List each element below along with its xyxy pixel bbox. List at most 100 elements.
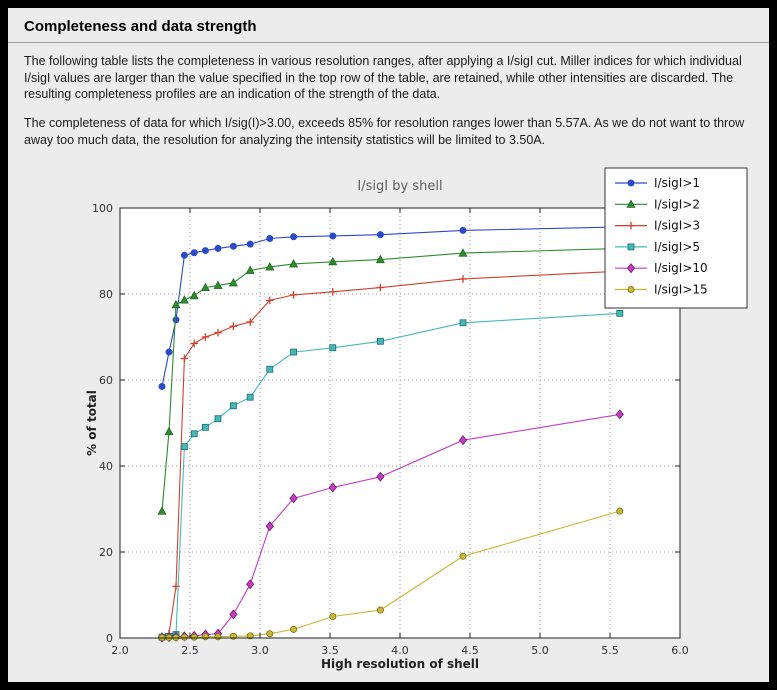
marker-circle — [329, 232, 337, 240]
marker-circle — [376, 231, 384, 239]
marker-circle — [290, 233, 298, 241]
legend-item-I/sigI>10: I/sigI>10 — [615, 261, 708, 275]
legend-item-I/sigI>15: I/sigI>15 — [615, 283, 708, 297]
marker-circle — [190, 249, 198, 257]
marker-diamond — [265, 521, 274, 532]
marker-triangle — [328, 256, 338, 266]
marker-circle — [616, 507, 624, 515]
marker-triangle — [157, 506, 167, 515]
marker-triangle — [245, 265, 255, 274]
page-header: Completeness and data strength — [8, 18, 769, 35]
marker-circle — [376, 606, 384, 614]
marker-triangle — [458, 248, 468, 257]
marker-square — [202, 423, 209, 431]
marker-triangle — [375, 254, 385, 264]
legend-label: I/sigI>2 — [654, 197, 700, 211]
marker-diamond — [289, 493, 298, 504]
marker-square — [190, 430, 198, 438]
page-title: Completeness and data strength — [24, 18, 257, 35]
marker-triangle — [626, 199, 636, 208]
chart-figure: 2.0 2.5 3.0 3.5 4.0 4.5 5.0 5.5 6.0 0 20 40 60 80 100 I… — [85, 160, 760, 682]
marker-square — [616, 309, 624, 317]
marker-circle — [266, 630, 274, 638]
legend-label: I/sigI>15 — [654, 283, 708, 297]
legend-item-I/sigI>5: I/sigI>5 — [615, 240, 700, 254]
marker-circle — [459, 552, 467, 560]
legend-label: I/sigI>5 — [654, 240, 700, 254]
marker-circle — [214, 244, 222, 252]
marker-triangle — [164, 426, 174, 436]
marker-circle — [180, 251, 188, 259]
x-axis-label: High resolution of shell — [321, 657, 479, 671]
marker-circle — [627, 286, 635, 294]
marker-circle — [627, 179, 635, 187]
x-tick-label: 3.5 — [321, 644, 339, 657]
marker-triangle — [213, 280, 223, 289]
legend-item-I/sigI>1: I/sigI>1 — [615, 176, 700, 190]
marker-square — [459, 319, 467, 327]
marker-circle — [201, 633, 209, 641]
paragraph-completeness-description: The following table lists the completene… — [24, 54, 742, 102]
marker-square — [229, 402, 237, 410]
x-tick-label: 3.0 — [251, 644, 269, 657]
legend-item-I/sigI>3: I/sigI>3 — [615, 219, 700, 233]
marker-circle — [172, 316, 180, 324]
legend-box — [604, 167, 748, 309]
y-tick-label: 60 — [99, 374, 113, 387]
y-tick-label: 80 — [99, 288, 113, 301]
y-tick-label: 40 — [99, 460, 113, 473]
legend-item-I/sigI>2: I/sigI>2 — [615, 197, 700, 211]
marker-circle — [246, 632, 254, 640]
marker-circle — [214, 633, 222, 641]
marker-square — [214, 415, 222, 423]
marker-diamond — [376, 471, 385, 482]
marker-circle — [459, 226, 467, 234]
report-panel: Completeness and data strength The follo… — [8, 8, 769, 682]
marker-triangle — [200, 282, 210, 292]
marker-square — [627, 243, 635, 251]
marker-triangle — [179, 295, 189, 304]
marker-diamond — [328, 482, 337, 493]
marker-triangle — [189, 290, 199, 300]
marker-diamond — [626, 263, 636, 274]
x-tick-label: 5.0 — [531, 644, 549, 657]
marker-triangle — [289, 259, 299, 268]
y-axis-label: % of total — [85, 390, 99, 456]
marker-diamond — [229, 609, 238, 620]
y-tick-label: 100 — [92, 202, 113, 215]
marker-circle — [180, 633, 188, 641]
marker-triangle — [171, 299, 181, 309]
marker-circle — [158, 382, 166, 390]
legend-label: I/sigI>1 — [654, 176, 700, 190]
header-divider — [8, 42, 769, 43]
x-tick-label: 2.0 — [111, 644, 129, 657]
marker-square — [376, 337, 384, 345]
marker-circle — [290, 625, 298, 633]
marker-square — [181, 443, 188, 451]
marker-diamond — [246, 579, 255, 590]
y-tick-label: 0 — [106, 632, 113, 645]
marker-circle — [246, 240, 254, 248]
marker-circle — [165, 348, 173, 356]
marker-diamond — [615, 409, 624, 420]
x-tick-label: 6.0 — [671, 644, 689, 657]
marker-circle — [329, 612, 337, 620]
legend-label: I/sigI>10 — [654, 261, 708, 275]
marker-circle — [201, 247, 209, 255]
plot-area — [120, 208, 680, 638]
x-tick-label: 4.0 — [391, 644, 409, 657]
x-tick-label: 4.5 — [461, 644, 479, 657]
completeness-line-chart: 2.0 2.5 3.0 3.5 4.0 4.5 5.0 5.5 6.0 0 20 40 60 80 100 I… — [85, 160, 760, 682]
x-tick-label: 2.5 — [181, 644, 199, 657]
marker-triangle — [265, 262, 275, 271]
marker-circle — [190, 633, 198, 641]
marker-diamond — [458, 435, 468, 446]
marker-square — [266, 365, 274, 373]
marker-circle — [266, 235, 274, 243]
series-I/sigI>1 — [158, 223, 624, 390]
legend-label: I/sigI>3 — [654, 219, 700, 233]
x-tick-label: 5.5 — [601, 644, 619, 657]
y-tick-label: 20 — [99, 546, 113, 559]
marker-square — [290, 348, 298, 356]
marker-triangle — [228, 277, 238, 287]
